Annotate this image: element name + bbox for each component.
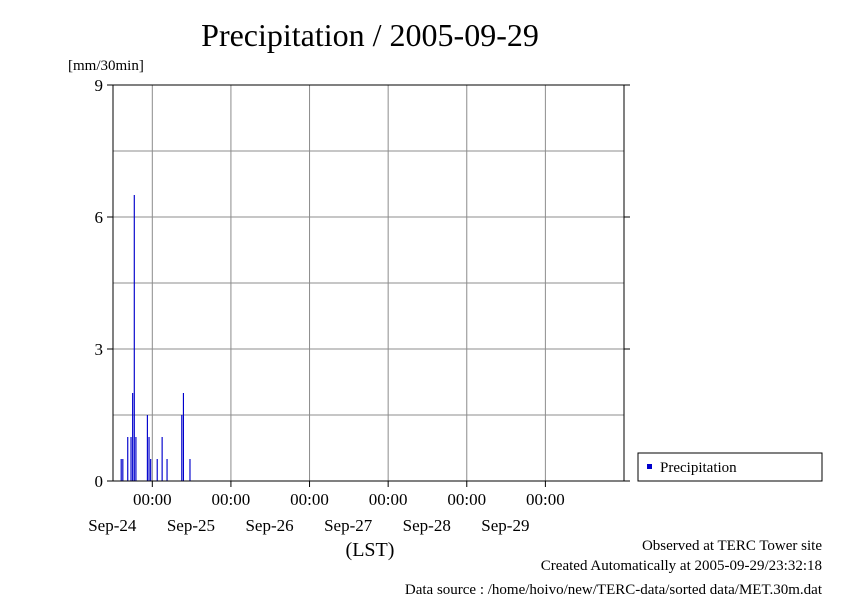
legend-label: Precipitation — [660, 460, 737, 476]
legend-box — [637, 452, 823, 482]
precipitation-bar — [161, 437, 163, 481]
precipitation-bar — [135, 437, 137, 481]
footer-created: Created Automatically at 2005-09-29/23:3… — [541, 558, 822, 574]
precipitation-bar — [182, 393, 184, 481]
x-date-label: Sep-28 — [403, 516, 451, 535]
x-tick-label: 00:00 — [212, 490, 251, 509]
legend-swatch — [647, 464, 652, 469]
legend: Precipitation — [637, 452, 823, 482]
precipitation-bar — [166, 459, 168, 481]
x-tick-label: 00:00 — [447, 490, 486, 509]
x-date-label: Sep-25 — [167, 516, 215, 535]
precipitation-bar — [156, 459, 158, 481]
x-tick-label: 00:00 — [290, 490, 329, 509]
y-unit-label: [mm/30min] — [68, 58, 144, 74]
y-tick-label: 6 — [95, 208, 104, 227]
precipitation-bar — [120, 459, 122, 481]
precipitation-bar — [148, 437, 150, 481]
x-date-label: Sep-26 — [245, 516, 293, 535]
x-date-label: Sep-27 — [324, 516, 373, 535]
precipitation-bar — [130, 437, 132, 481]
precipitation-bar — [189, 459, 191, 481]
bars — [120, 195, 191, 481]
x-tick-label: 00:00 — [526, 490, 565, 509]
precipitation-bar — [122, 459, 124, 481]
precipitation-bar — [150, 459, 152, 481]
x-date-label: Sep-29 — [481, 516, 529, 535]
precipitation-bar — [146, 415, 148, 481]
grid — [113, 85, 624, 481]
axes: 0 3 6 9 00:00 Sep-24 00:00 Sep-25 00:00 Sep-26 00:… — [88, 76, 630, 535]
footer-observed: Observed at TERC Tower site — [642, 538, 822, 554]
chart-title: Precipitation / 2005-09-29 — [201, 17, 539, 53]
y-tick-label: 0 — [95, 472, 104, 491]
precipitation-bar — [132, 393, 134, 481]
x-tick-label: 00:00 — [133, 490, 172, 509]
plot-frame — [112, 84, 625, 482]
y-tick-label: 9 — [95, 76, 104, 95]
x-axis-label: (LST) — [346, 539, 395, 561]
precipitation-bar — [133, 195, 135, 481]
footer-source: Data source : /home/hoivo/new/TERC-data/… — [405, 582, 823, 595]
precipitation-bar — [181, 415, 183, 481]
precipitation-bar — [127, 437, 129, 481]
x-date-label: Sep-24 — [88, 516, 137, 535]
x-tick-label: 00:00 — [369, 490, 408, 509]
y-tick-label: 3 — [95, 340, 104, 359]
